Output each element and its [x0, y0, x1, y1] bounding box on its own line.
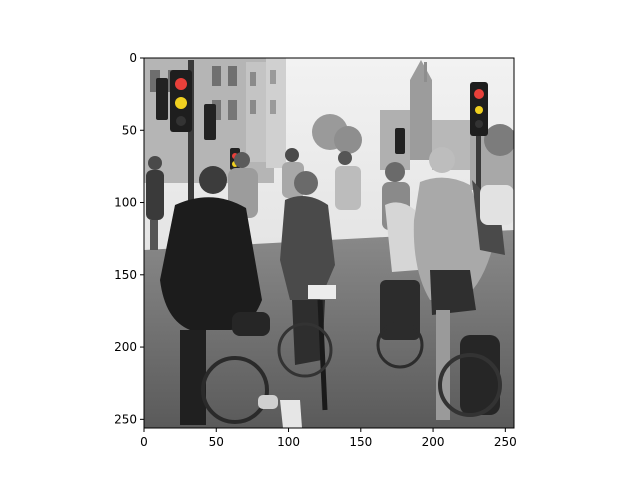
traffic-light-left	[156, 70, 240, 170]
x-tick-label: 50	[209, 435, 224, 449]
y-axis: 0 50 100 150 200 250	[114, 51, 144, 426]
y-tick-label: 250	[114, 412, 137, 426]
x-tick-label: 100	[277, 435, 300, 449]
y-tick-label: 0	[129, 51, 137, 65]
road-marking	[280, 400, 302, 428]
y-tick-label: 100	[114, 196, 137, 210]
x-tick-label: 250	[494, 435, 517, 449]
photo	[144, 58, 514, 428]
x-tick-label: 0	[140, 435, 148, 449]
traffic-light-right	[395, 82, 488, 154]
y-tick-label: 200	[114, 340, 137, 354]
pole-right	[476, 110, 481, 210]
x-axis: 0 50 100 150 200 250	[140, 428, 517, 449]
cyclists	[146, 147, 514, 425]
y-tick-label: 50	[122, 123, 137, 137]
x-tick-label: 150	[349, 435, 372, 449]
y-tick-label: 150	[114, 268, 137, 282]
pole-left	[188, 60, 194, 240]
x-tick-label: 200	[422, 435, 445, 449]
axes-frame	[143, 57, 515, 429]
